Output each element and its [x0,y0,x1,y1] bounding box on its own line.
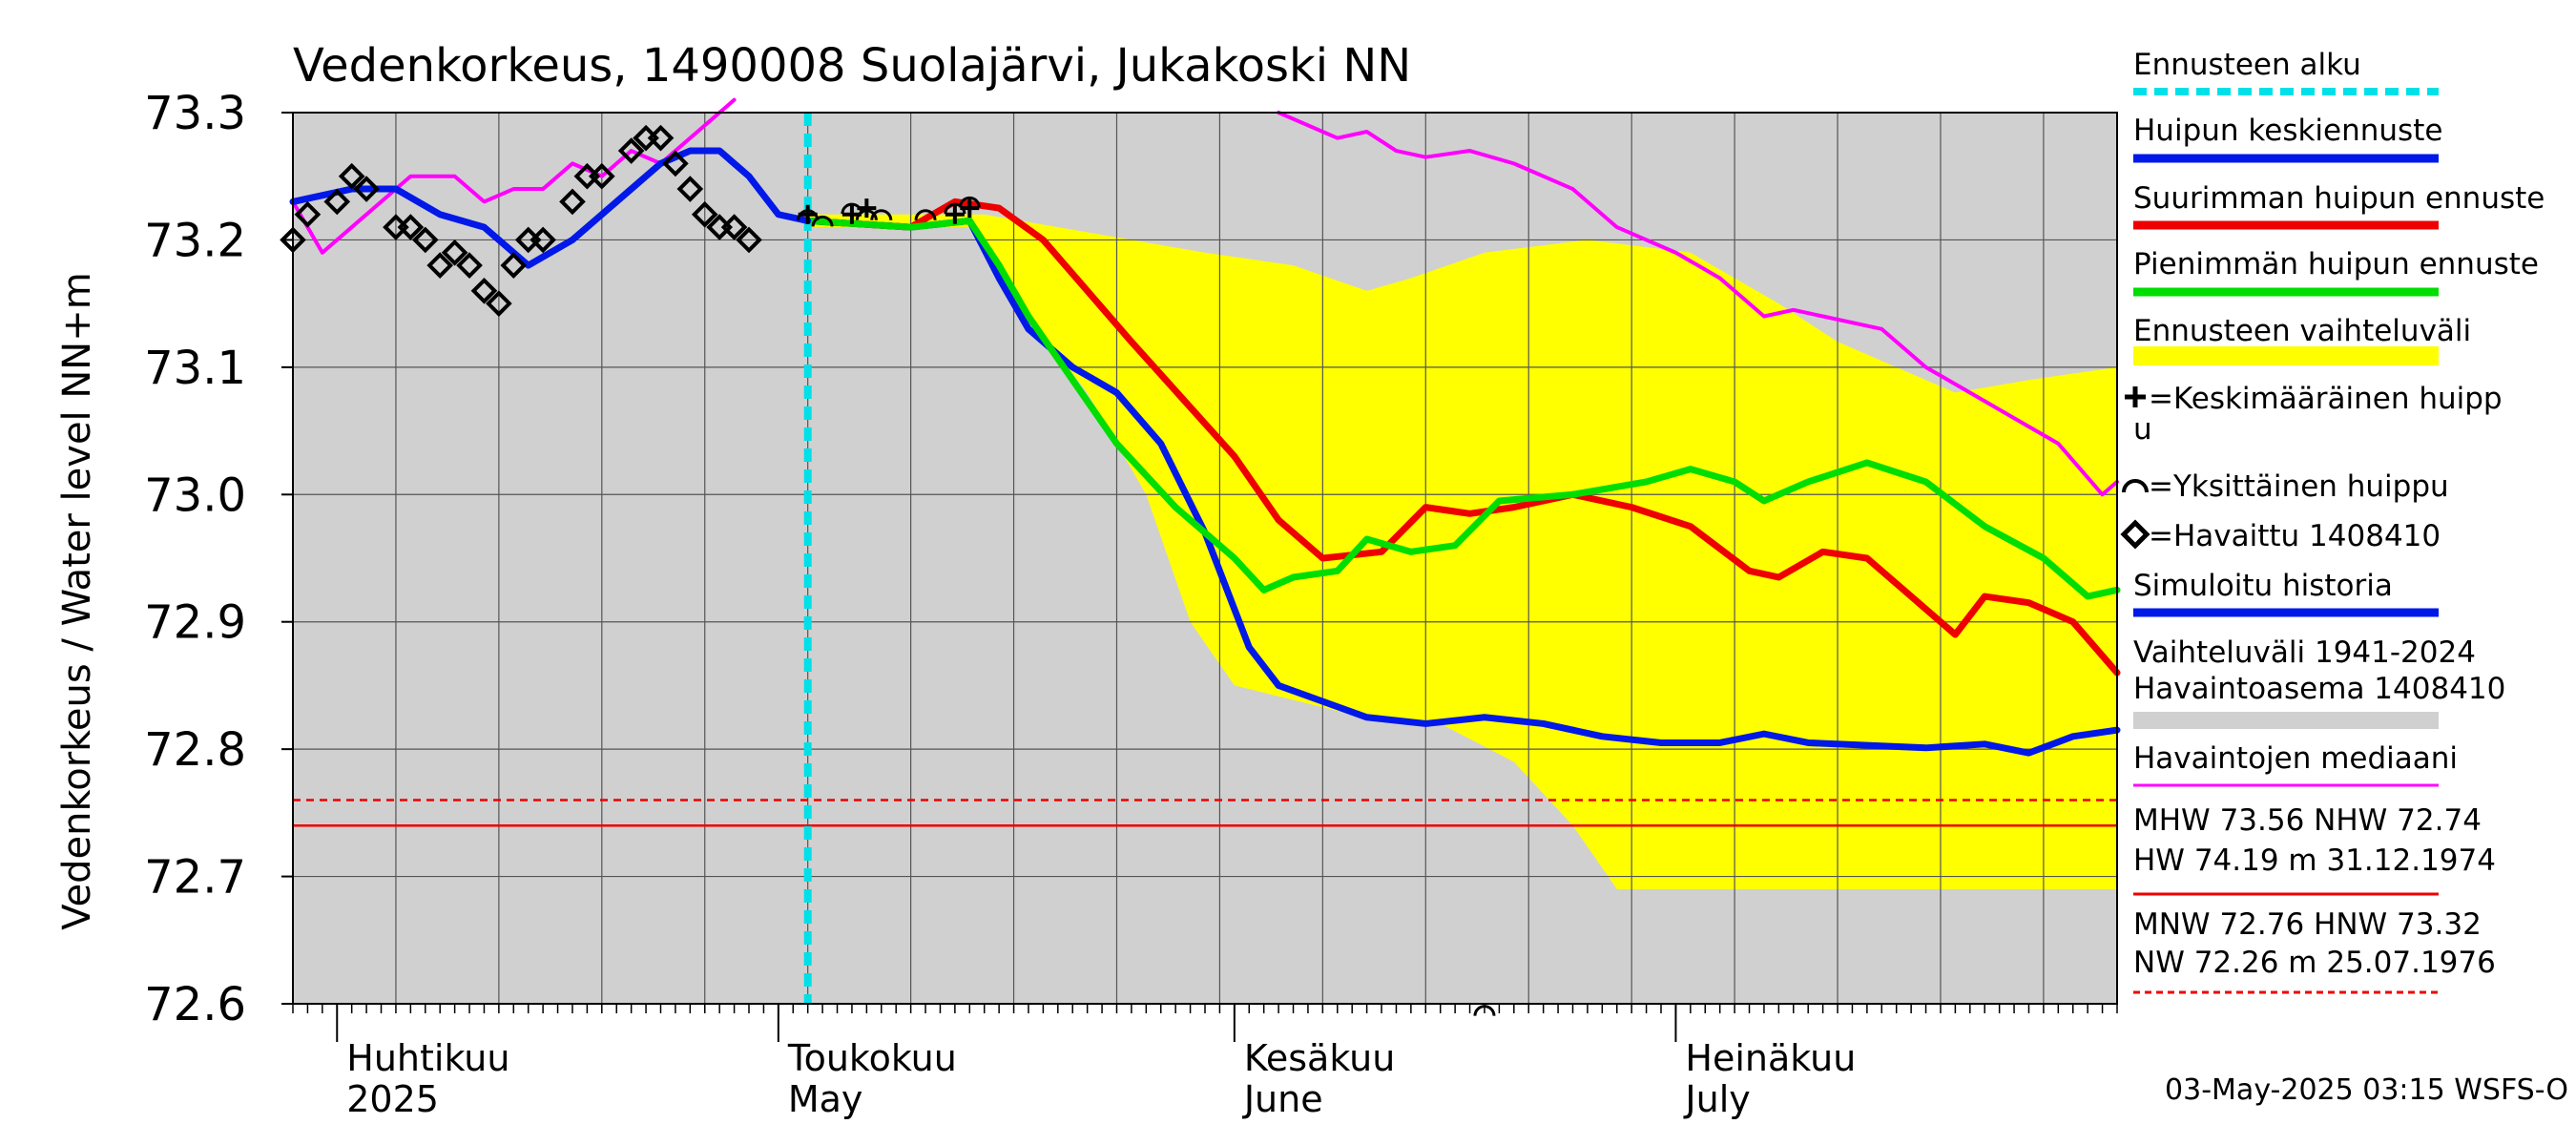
month-label-en: May [788,1078,863,1120]
month-label-en: July [1683,1078,1750,1120]
mean-peak-cross [841,204,862,224]
series-lines [289,97,2121,757]
legend-label: Suurimman huipun ennuste [2133,181,2545,216]
observed-diamond [559,188,586,216]
legend-label: =Havaittu 1408410 [2149,519,2441,553]
legend-label: Huipun keskiennuste [2133,114,2442,148]
legend-label: MHW 73.56 NHW 72.74 [2133,803,2482,838]
observed-diamond [720,214,748,240]
observed-diamond [588,162,615,190]
legend-label: =Keskimääräinen huipp [2149,382,2503,416]
reference-lines [293,799,2117,827]
single-peak-arc [958,196,981,208]
observed-diamond [736,226,762,254]
single-peak-arc [841,202,863,215]
observed-diamond [411,226,439,254]
month-label-fi: Toukokuu [787,1037,957,1079]
legend-swatch-band [2133,346,2439,365]
single-peak-arc [914,209,937,220]
legend-label: Vaihteluväli 1941-2024 [2133,635,2476,670]
y-tick-label: 72.6 [144,978,246,1031]
y-ticks: 72.6 72.7 72.8 72.9 73.0 73.1 73.2 73.3 [144,87,293,1031]
y-axis-label: Vedenkorkeus / Water level NN+m [55,272,99,929]
legend-swatch-diamond [2120,519,2150,550]
observed-diamond [691,200,718,228]
month-label-fi: Heinäkuu [1685,1037,1856,1079]
observed-diamond [353,176,380,202]
series-line [291,97,737,255]
legend-swatch-grayband [2133,712,2439,729]
y-tick-label: 73.0 [144,468,246,522]
observed-diamond [294,200,322,228]
observed-diamond [456,252,483,279]
mean-peak-cross [945,204,965,224]
observed-diamond [470,277,498,304]
series-line [289,147,812,269]
legend-label: NW 72.26 m 25.07.1976 [2133,946,2496,980]
y-tick-label: 72.7 [144,851,246,905]
month-label-fi: Huhtikuu [346,1037,509,1079]
legend-label: Pienimmän huipun ennuste [2133,247,2539,281]
month-label-fi: Kesäkuu [1244,1037,1396,1079]
series-line [804,217,2121,600]
footer-timestamp: 03-May-2025 03:15 WSFS-O [2165,1073,2568,1107]
series-line [804,198,2121,677]
range-band-area [807,214,2117,889]
legend-label: =Yksittäinen huippu [2149,469,2449,504]
observed-diamond [530,226,556,254]
observed-diamond [323,188,351,216]
legend-swatch-cross [2125,386,2146,407]
forecast-range-band [807,214,2117,889]
legend-label: Ennusteen alku [2133,48,2361,82]
chart-title: Vedenkorkeus, 1490008 Suolajärvi, Jukako… [293,39,1411,93]
mean-peak-cross [857,198,877,219]
mean-peak-cross [798,204,818,224]
observed-diamond [662,150,689,177]
single-peak-arc [870,209,893,220]
y-tick-label: 73.1 [144,342,246,395]
single-peak-arc [811,215,834,227]
single-peak-arc [944,202,966,215]
legend-label: Ennusteen vaihteluväli [2133,314,2471,348]
y-tick-label: 72.9 [144,596,246,650]
series-line [1277,111,2119,497]
series-line [804,217,2121,757]
observed-diamond [617,137,645,164]
y-tick-label: 73.2 [144,214,246,267]
observed-diamond [500,252,528,279]
legend-label: Havaintoasema 1408410 [2133,672,2505,706]
y-tick-label: 73.3 [144,87,246,140]
legend-label: u [2133,412,2152,447]
month-label-en: 2025 [346,1078,439,1120]
legend: Ennusteen alku Huipun keskiennuste Suurimm… [2120,48,2545,994]
legend-label: Havaintojen mediaani [2133,741,2458,776]
mean-peak-cross [960,198,980,219]
observed-diamond [397,214,425,240]
legend-label: MNW 72.76 HNW 73.32 [2133,907,2482,942]
y-tick-label: 72.8 [144,723,246,777]
markers [280,124,1496,1016]
observed-diamond [338,162,365,190]
month-label-en: June [1242,1078,1323,1120]
legend-swatch-arc [2122,479,2149,493]
observed-diamond [676,176,704,202]
observed-diamond [426,252,454,279]
legend-label: Simuloitu historia [2133,569,2393,603]
legend-label: HW 74.19 m 31.12.1974 [2133,843,2496,878]
observed-diamond [647,124,675,152]
observed-diamond [486,290,512,317]
observed-diamond [441,239,468,266]
